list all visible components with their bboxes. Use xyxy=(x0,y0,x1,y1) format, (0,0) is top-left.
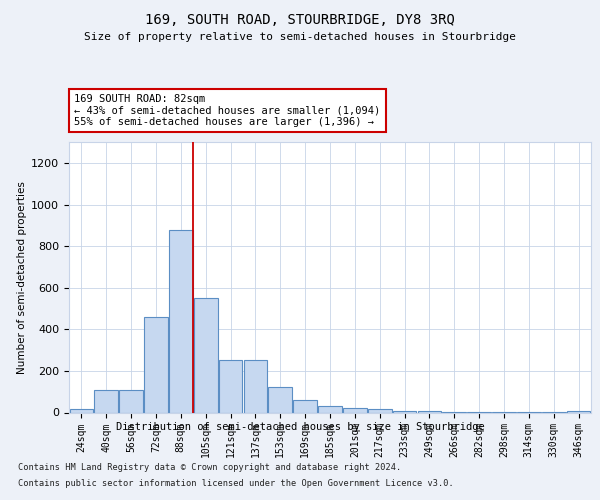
Bar xyxy=(119,390,143,412)
Bar xyxy=(343,408,367,412)
Bar xyxy=(268,386,292,412)
Bar xyxy=(393,411,416,412)
Bar xyxy=(368,410,392,412)
Bar xyxy=(144,317,168,412)
Bar xyxy=(194,298,218,412)
Text: Contains HM Land Registry data © Crown copyright and database right 2024.: Contains HM Land Registry data © Crown c… xyxy=(18,462,401,471)
Text: Contains public sector information licensed under the Open Government Licence v3: Contains public sector information licen… xyxy=(18,479,454,488)
Bar xyxy=(567,411,590,412)
Y-axis label: Number of semi-detached properties: Number of semi-detached properties xyxy=(17,181,27,374)
Text: Size of property relative to semi-detached houses in Stourbridge: Size of property relative to semi-detach… xyxy=(84,32,516,42)
Bar xyxy=(70,410,93,412)
Bar xyxy=(94,390,118,412)
Bar xyxy=(244,360,267,412)
Bar xyxy=(169,230,193,412)
Text: 169, SOUTH ROAD, STOURBRIDGE, DY8 3RQ: 169, SOUTH ROAD, STOURBRIDGE, DY8 3RQ xyxy=(145,12,455,26)
Text: Distribution of semi-detached houses by size in Stourbridge: Distribution of semi-detached houses by … xyxy=(116,422,484,432)
Bar xyxy=(219,360,242,412)
Bar xyxy=(318,406,342,412)
Bar xyxy=(293,400,317,412)
Text: 169 SOUTH ROAD: 82sqm
← 43% of semi-detached houses are smaller (1,094)
55% of s: 169 SOUTH ROAD: 82sqm ← 43% of semi-deta… xyxy=(74,94,380,127)
